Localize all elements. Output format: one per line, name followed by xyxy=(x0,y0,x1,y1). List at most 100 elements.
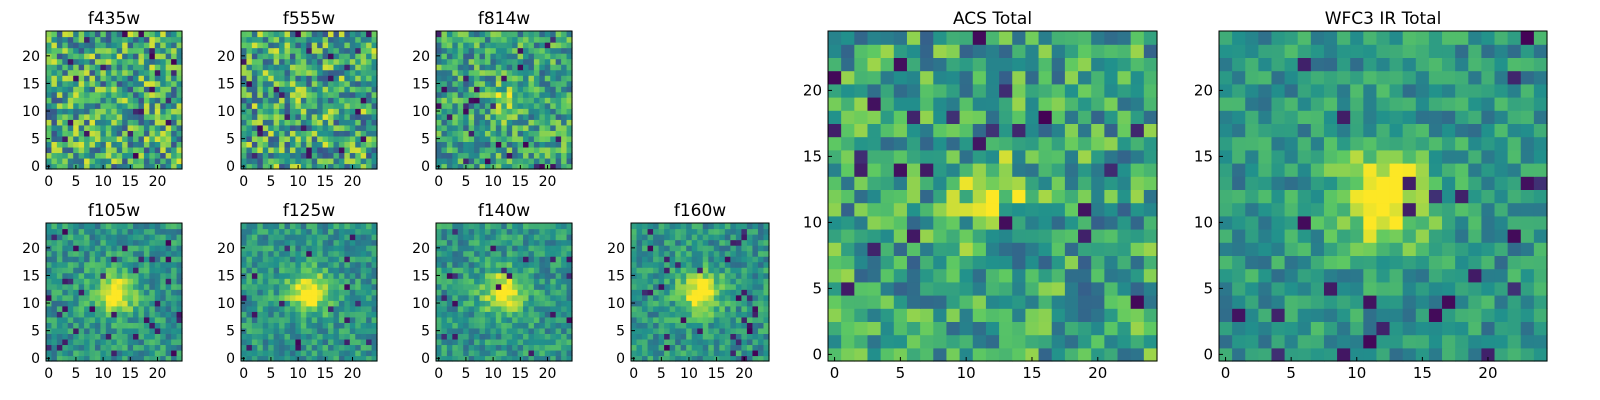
heatmap-cell xyxy=(371,311,378,318)
heatmap-cell xyxy=(697,261,704,268)
heatmap-cell xyxy=(653,349,660,357)
heatmap-cell xyxy=(322,64,329,71)
heatmap-cell xyxy=(322,250,329,257)
heatmap-cell xyxy=(501,300,508,307)
heatmap-cell xyxy=(138,124,145,131)
heatmap-cell xyxy=(295,223,302,230)
heatmap-cell xyxy=(501,141,508,148)
heatmap-cell xyxy=(555,53,562,60)
heatmap-cell xyxy=(257,124,264,131)
heatmap-cell xyxy=(78,349,85,357)
heatmap-cell xyxy=(89,64,96,71)
heatmap-cell xyxy=(122,300,129,307)
heatmap-cell xyxy=(322,300,329,307)
heatmap-cell xyxy=(62,113,69,120)
heatmap-cell xyxy=(752,333,759,340)
heatmap-cell xyxy=(284,305,291,312)
heatmap-cell xyxy=(501,316,508,323)
heatmap-cell xyxy=(366,108,373,115)
heatmap-cell xyxy=(972,255,987,270)
heatmap-cell xyxy=(724,234,731,241)
heatmap-cell xyxy=(78,300,85,307)
heatmap-cell xyxy=(371,333,378,340)
heatmap-cell xyxy=(697,256,704,263)
heatmap-cell xyxy=(328,119,335,126)
heatmap-cell xyxy=(457,327,464,334)
heatmap-cell xyxy=(664,278,671,285)
heatmap-cell xyxy=(533,349,540,357)
heatmap-cell xyxy=(105,283,112,290)
heatmap-cell xyxy=(517,311,524,318)
heatmap-cell xyxy=(165,311,172,318)
heatmap-cell xyxy=(517,338,524,346)
heatmap-cell xyxy=(566,349,573,357)
heatmap-cell xyxy=(111,289,118,296)
heatmap-cell xyxy=(495,261,502,268)
heatmap-cell xyxy=(490,267,497,274)
heatmap-cell xyxy=(528,157,535,165)
heatmap-cell xyxy=(62,283,69,290)
heatmap-cell xyxy=(631,338,638,346)
heatmap-cell xyxy=(985,215,1000,230)
heatmap-cell xyxy=(73,256,80,263)
heatmap-cell xyxy=(528,86,535,93)
heatmap-cell xyxy=(84,234,91,241)
heatmap-cell xyxy=(73,283,80,290)
heatmap-cell xyxy=(946,215,961,230)
heatmap-cell xyxy=(300,338,307,346)
heatmap-cell xyxy=(506,91,513,98)
heatmap-cell xyxy=(1038,347,1053,362)
heatmap-cell xyxy=(631,278,638,285)
heatmap-cell xyxy=(1143,334,1158,349)
heatmap-cell xyxy=(880,268,895,283)
heatmap-cell xyxy=(154,228,161,235)
heatmap-cell xyxy=(94,135,101,142)
heatmap-cell xyxy=(246,294,253,301)
heatmap-cell xyxy=(116,146,123,154)
heatmap-cell xyxy=(867,110,882,124)
heatmap-cell xyxy=(355,47,362,54)
heatmap-cell xyxy=(702,250,709,257)
heatmap-cell xyxy=(300,289,307,296)
heatmap-cell xyxy=(246,349,253,357)
heatmap-cell xyxy=(452,316,459,323)
heatmap-cell xyxy=(544,338,551,346)
heatmap-cell xyxy=(653,300,660,307)
heatmap-cell xyxy=(306,58,313,65)
heatmap-cell xyxy=(116,124,123,131)
heatmap-cell xyxy=(165,344,172,351)
heatmap-cell xyxy=(355,355,362,362)
heatmap-cell xyxy=(680,327,687,334)
heatmap-cell xyxy=(867,334,882,349)
heatmap-cell xyxy=(686,250,693,257)
heatmap-cell xyxy=(457,245,464,252)
heatmap-cell xyxy=(62,58,69,65)
heatmap-cell xyxy=(463,305,470,312)
heatmap-cell xyxy=(344,91,351,98)
heatmap-cell xyxy=(999,321,1013,336)
heatmap-cell xyxy=(111,119,118,126)
heatmap-cell xyxy=(474,228,481,235)
heatmap-cell xyxy=(149,31,156,38)
heatmap-cell xyxy=(100,256,107,263)
heatmap-cell xyxy=(446,289,453,296)
heatmap-cell xyxy=(468,152,475,159)
heatmap-cell xyxy=(506,102,513,109)
heatmap-cell xyxy=(46,278,53,285)
heatmap-cell xyxy=(906,189,921,204)
heatmap-cell xyxy=(154,349,161,357)
heatmap-cell xyxy=(171,338,178,346)
heatmap-cell xyxy=(89,327,96,334)
heatmap-cell xyxy=(300,108,307,115)
heatmap-cell xyxy=(317,305,324,312)
heatmap-cell xyxy=(946,202,961,217)
heatmap-cell xyxy=(452,91,459,98)
heatmap-cell xyxy=(111,113,118,120)
heatmap-cell xyxy=(550,261,557,268)
heatmap-cell xyxy=(1051,189,1066,204)
heatmap-cell xyxy=(257,75,264,82)
heatmap-cell xyxy=(333,272,340,279)
heatmap-cell xyxy=(561,58,568,65)
heatmap-cell xyxy=(62,108,69,115)
